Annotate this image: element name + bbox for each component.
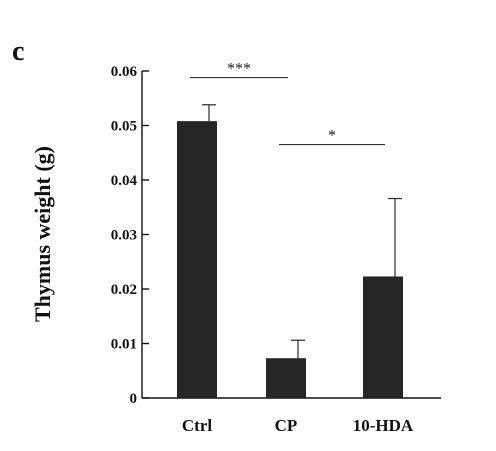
y-tick-label: 0.02 — [111, 282, 137, 298]
bar-10-hda — [363, 276, 403, 398]
y-tick-label: 0.05 — [111, 119, 137, 135]
y-axis-label: Thymus weight (g) — [30, 146, 55, 322]
y-tick-label: 0.06 — [111, 64, 138, 80]
bar-cp — [266, 358, 306, 398]
significance-label: *** — [227, 61, 251, 78]
y-tick-label: 0.01 — [111, 337, 137, 353]
y-tick-label: 0.04 — [111, 173, 138, 189]
panel-label: c — [12, 36, 24, 67]
y-tick-label: 0.03 — [111, 228, 137, 244]
y-ticks: 0 0.01 0.02 0.03 0.04 0.05 0.06 — [111, 64, 149, 407]
error-bars — [202, 104, 402, 359]
x-tick-label: 10-HDA — [353, 416, 414, 435]
x-ticks: Ctrl CP 10-HDA — [182, 416, 414, 435]
x-tick-label: CP — [275, 416, 298, 435]
significance-label: * — [328, 128, 336, 145]
significance-annotations: **** — [190, 61, 385, 146]
bars — [177, 121, 403, 398]
y-tick-label: 0 — [130, 391, 138, 407]
x-tick-label: Ctrl — [182, 416, 212, 435]
bar-ctrl — [177, 121, 217, 398]
